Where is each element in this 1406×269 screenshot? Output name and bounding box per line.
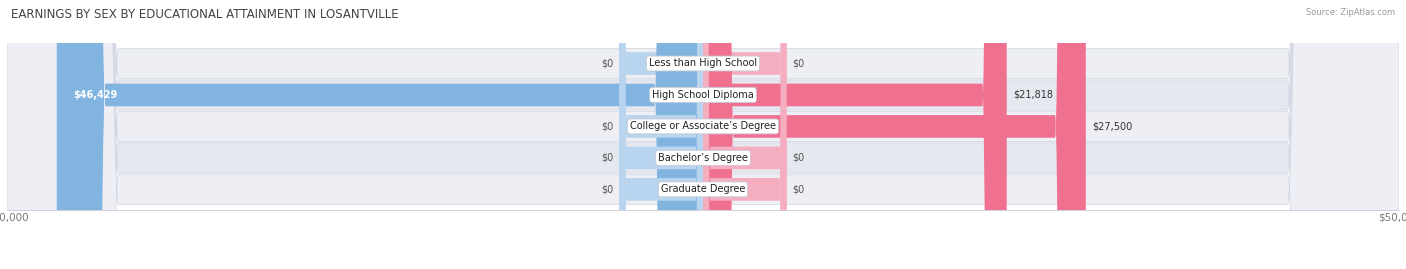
FancyBboxPatch shape — [703, 0, 786, 269]
FancyBboxPatch shape — [7, 0, 1399, 269]
Text: Graduate Degree: Graduate Degree — [661, 184, 745, 194]
Text: $46,429: $46,429 — [73, 90, 118, 100]
Text: $27,500: $27,500 — [1092, 121, 1133, 132]
Text: Less than High School: Less than High School — [650, 58, 756, 69]
FancyBboxPatch shape — [620, 0, 703, 269]
FancyBboxPatch shape — [703, 0, 786, 269]
FancyBboxPatch shape — [7, 0, 1399, 269]
Text: $21,818: $21,818 — [1014, 90, 1053, 100]
Text: High School Diploma: High School Diploma — [652, 90, 754, 100]
FancyBboxPatch shape — [620, 0, 703, 269]
Text: $0: $0 — [602, 121, 614, 132]
Text: $0: $0 — [602, 153, 614, 163]
FancyBboxPatch shape — [703, 0, 786, 269]
FancyBboxPatch shape — [703, 0, 1085, 269]
FancyBboxPatch shape — [703, 0, 1007, 269]
FancyBboxPatch shape — [56, 0, 703, 269]
FancyBboxPatch shape — [7, 0, 1399, 269]
Text: Source: ZipAtlas.com: Source: ZipAtlas.com — [1306, 8, 1395, 17]
Text: $0: $0 — [792, 184, 804, 194]
Text: $0: $0 — [792, 58, 804, 69]
Text: $0: $0 — [602, 184, 614, 194]
FancyBboxPatch shape — [7, 0, 1399, 269]
FancyBboxPatch shape — [620, 0, 703, 269]
Text: EARNINGS BY SEX BY EDUCATIONAL ATTAINMENT IN LOSANTVILLE: EARNINGS BY SEX BY EDUCATIONAL ATTAINMEN… — [11, 8, 399, 21]
FancyBboxPatch shape — [620, 0, 703, 269]
Text: $0: $0 — [792, 153, 804, 163]
FancyBboxPatch shape — [7, 0, 1399, 269]
Text: $0: $0 — [602, 58, 614, 69]
Text: College or Associate’s Degree: College or Associate’s Degree — [630, 121, 776, 132]
Text: Bachelor’s Degree: Bachelor’s Degree — [658, 153, 748, 163]
